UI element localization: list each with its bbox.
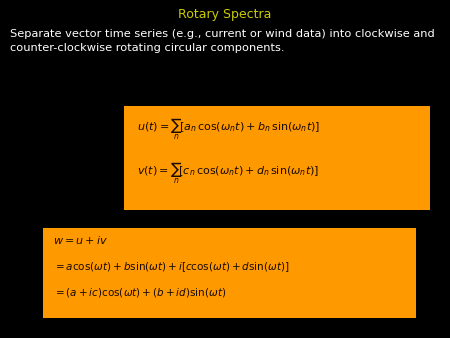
Text: $= a\cos(\omega t) + b\sin(\omega t) + i\left[c\cos(\omega t) + d\sin(\omega t)\: $= a\cos(\omega t) + b\sin(\omega t) + i…: [53, 260, 289, 274]
FancyBboxPatch shape: [124, 106, 430, 210]
Text: Separate vector time series (e.g., current or wind data) into clockwise and
coun: Separate vector time series (e.g., curre…: [10, 29, 435, 53]
Text: $v(t) = \sum_{n}\!\left[c_n\,\cos(\omega_n t) + d_n\,\sin(\omega_n t)\right]$: $v(t) = \sum_{n}\!\left[c_n\,\cos(\omega…: [137, 161, 320, 186]
Text: Rotary Spectra: Rotary Spectra: [178, 8, 272, 21]
Text: $= (a + ic)\cos(\omega t) + (b + id)\sin(\omega t)$: $= (a + ic)\cos(\omega t) + (b + id)\sin…: [53, 286, 226, 299]
FancyBboxPatch shape: [43, 228, 416, 318]
Text: $u(t) = \sum_{n}\!\left[a_n\,\cos(\omega_n t) + b_n\,\sin(\omega_n t)\right]$: $u(t) = \sum_{n}\!\left[a_n\,\cos(\omega…: [137, 117, 320, 142]
Text: $w = u + iv$: $w = u + iv$: [53, 234, 108, 246]
